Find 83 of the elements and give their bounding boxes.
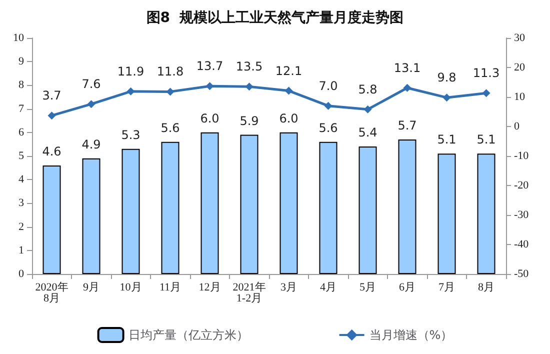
- bar: [200, 132, 219, 274]
- data-label: 13.1: [394, 60, 421, 75]
- data-label: 5.3: [121, 128, 140, 142]
- bar: [42, 165, 61, 274]
- bar: [280, 132, 298, 274]
- y2-tick-label: -50: [514, 268, 530, 280]
- data-label: 4.9: [82, 137, 101, 152]
- data-label: 3.7: [42, 88, 62, 103]
- data-label: 6.0: [279, 111, 298, 126]
- x-tick-label: 3月: [280, 282, 297, 294]
- y-tick-label: 7: [18, 102, 24, 115]
- data-label: 5.6: [318, 120, 338, 135]
- bar: [477, 154, 496, 274]
- data-label: 9.8: [437, 70, 456, 85]
- y2-tick-label: 0: [514, 120, 520, 132]
- legend-label: 日均产量（亿立方米）: [128, 328, 248, 342]
- data-label: 5.9: [240, 114, 259, 128]
- y2-tick-label: -30: [514, 209, 530, 221]
- bar: [358, 146, 377, 274]
- y-tick-label: 10: [13, 32, 24, 44]
- y2-tick-label: 20: [514, 62, 526, 74]
- y-tick-label: 5: [18, 150, 24, 162]
- y2-tick-label: -10: [514, 150, 530, 162]
- x-tick-label: 8月: [478, 282, 494, 294]
- point: [482, 89, 490, 98]
- x-tick-label: 11月: [159, 282, 182, 294]
- data-label: 11.9: [117, 64, 144, 78]
- point: [48, 112, 56, 120]
- point: [87, 100, 96, 108]
- point: [166, 88, 174, 96]
- legend-label: 当月增速（%）: [369, 328, 453, 342]
- y-tick-label: 0: [18, 268, 24, 280]
- data-label: 4.6: [42, 144, 62, 158]
- data-label: 13.5: [236, 60, 263, 74]
- y-tick-label: 8: [18, 79, 24, 92]
- y-tick-label: 2: [18, 220, 24, 233]
- point: [442, 94, 451, 102]
- point: [364, 105, 372, 114]
- x-tick-label: 5月: [360, 282, 376, 294]
- data-label: 7.0: [318, 78, 338, 93]
- y-tick-label: 3: [18, 197, 24, 210]
- x-tick-label: 7月: [438, 282, 455, 294]
- y-tick-label: 6: [18, 126, 24, 138]
- point: [403, 84, 412, 92]
- x-tick-label: 10月: [120, 282, 142, 294]
- point: [324, 102, 332, 110]
- point: [126, 87, 135, 96]
- bar: [82, 158, 100, 274]
- x-tick-label: 6月: [399, 282, 416, 294]
- y-tick-label: 4: [18, 174, 24, 186]
- y-tick-label: 1: [18, 244, 24, 256]
- bar: [398, 139, 416, 274]
- data-label: 5.6: [160, 120, 180, 135]
- y2-tick-label: 30: [514, 32, 526, 44]
- data-label: 7.6: [82, 77, 101, 92]
- data-label: 11.3: [472, 66, 500, 80]
- x-tick-label: 12月: [198, 282, 221, 294]
- chart-title: 图8 规模以上工业天然气产量月度走势图: [146, 9, 404, 26]
- point: [284, 86, 293, 95]
- data-label: 5.8: [358, 82, 378, 96]
- data-label: 5.7: [398, 118, 417, 132]
- y-tick-label: 9: [18, 56, 24, 68]
- y2-tick-label: -20: [514, 180, 530, 192]
- bar: [319, 142, 338, 274]
- x-tick-label: 2021年 1-2月: [232, 282, 266, 304]
- x-tick-label: 9月: [83, 282, 100, 294]
- data-label: 5.4: [358, 126, 378, 140]
- data-label: 5.1: [476, 132, 496, 147]
- bar: [161, 142, 180, 274]
- data-label: 6.0: [200, 111, 220, 126]
- data-label: 13.7: [196, 59, 224, 74]
- x-tick-label: 2020年 8月: [35, 282, 68, 304]
- y2-tick-label: 10: [514, 91, 526, 103]
- y2-tick-label: -40: [514, 238, 530, 250]
- data-label: 5.1: [437, 132, 456, 147]
- point: [206, 82, 214, 90]
- data-label: 11.8: [156, 64, 184, 79]
- data-label: 12.1: [275, 64, 302, 78]
- bar: [240, 134, 258, 274]
- x-tick-label: 4月: [320, 282, 336, 294]
- bar: [438, 154, 456, 274]
- bar: [122, 148, 140, 274]
- point: [245, 82, 254, 91]
